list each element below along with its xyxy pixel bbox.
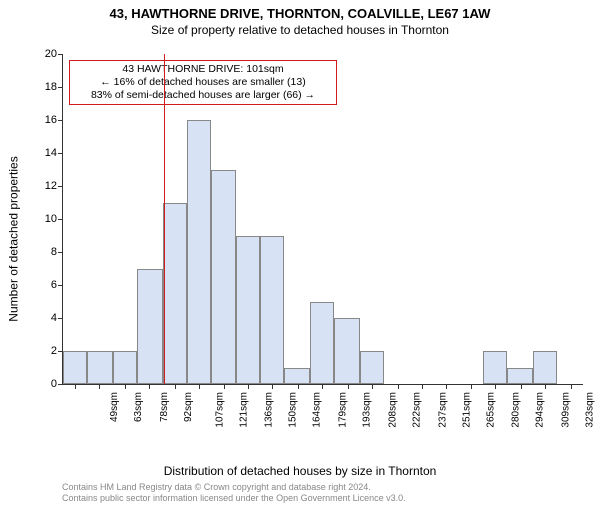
y-tick-label: 14: [27, 147, 57, 159]
y-tick-mark: [58, 252, 63, 253]
x-tick-mark: [372, 384, 373, 389]
x-tick-label: 150sqm: [288, 392, 299, 428]
histogram-bar: [483, 351, 507, 384]
x-tick-label: 208sqm: [387, 392, 398, 428]
x-tick-mark: [175, 384, 176, 389]
y-tick-label: 4: [27, 312, 57, 324]
x-tick-mark: [99, 384, 100, 389]
x-tick-label: 193sqm: [362, 392, 373, 428]
y-tick-mark: [58, 120, 63, 121]
x-tick-mark: [322, 384, 323, 389]
x-tick-label: 251sqm: [461, 392, 472, 428]
y-tick-mark: [58, 54, 63, 55]
credits-line1: Contains HM Land Registry data © Crown c…: [62, 482, 406, 493]
plot-area-wrapper: 43 HAWTHORNE DRIVE: 101sqm ← 16% of deta…: [62, 54, 582, 424]
x-tick-label: 121sqm: [238, 392, 249, 428]
y-tick-label: 16: [27, 114, 57, 126]
histogram-bar: [533, 351, 557, 384]
x-tick-label: 179sqm: [338, 392, 349, 428]
x-tick-mark: [446, 384, 447, 389]
x-tick-mark: [521, 384, 522, 389]
y-tick-label: 0: [27, 378, 57, 390]
x-tick-mark: [199, 384, 200, 389]
x-tick-mark: [248, 384, 249, 389]
histogram-bar: [187, 120, 211, 384]
credits: Contains HM Land Registry data © Crown c…: [62, 482, 406, 505]
histogram-bar: [284, 368, 310, 385]
histogram-bar: [260, 236, 284, 385]
x-tick-mark: [224, 384, 225, 389]
x-axis-label: Distribution of detached houses by size …: [0, 464, 600, 478]
y-tick-label: 6: [27, 279, 57, 291]
annotation-line2: ← 16% of detached houses are smaller (13…: [76, 76, 330, 89]
property-marker-line: [164, 54, 165, 384]
x-tick-label: 164sqm: [312, 392, 323, 428]
x-tick-mark: [272, 384, 273, 389]
credits-line2: Contains public sector information licen…: [62, 493, 406, 504]
y-axis-label: Number of detached properties: [6, 54, 22, 424]
histogram-bar: [310, 302, 334, 385]
chart-subtitle: Size of property relative to detached ho…: [0, 23, 600, 37]
x-tick-label: 265sqm: [485, 392, 496, 428]
y-tick-mark: [58, 153, 63, 154]
x-tick-mark: [75, 384, 76, 389]
x-tick-label: 78sqm: [159, 392, 170, 422]
x-tick-label: 237sqm: [437, 392, 448, 428]
histogram-bar: [211, 170, 237, 385]
x-tick-mark: [471, 384, 472, 389]
y-tick-label: 20: [27, 48, 57, 60]
annotation-box: 43 HAWTHORNE DRIVE: 101sqm ← 16% of deta…: [69, 60, 337, 105]
x-tick-mark: [125, 384, 126, 389]
x-tick-label: 280sqm: [511, 392, 522, 428]
annotation-line3: 83% of semi-detached houses are larger (…: [76, 89, 330, 102]
histogram-bar: [137, 269, 163, 385]
x-tick-label: 63sqm: [133, 392, 144, 422]
x-tick-label: 136sqm: [264, 392, 275, 428]
x-tick-label: 309sqm: [561, 392, 572, 428]
y-tick-mark: [58, 318, 63, 319]
histogram-bar: [360, 351, 384, 384]
histogram-bar: [87, 351, 113, 384]
x-tick-mark: [422, 384, 423, 389]
y-tick-label: 10: [27, 213, 57, 225]
histogram-bar: [236, 236, 260, 385]
x-tick-label: 92sqm: [183, 392, 194, 422]
x-tick-mark: [398, 384, 399, 389]
histogram-bar: [113, 351, 137, 384]
histogram-bar: [163, 203, 187, 385]
x-tick-mark: [149, 384, 150, 389]
y-tick-mark: [58, 219, 63, 220]
y-tick-mark: [58, 186, 63, 187]
histogram-bar: [334, 318, 360, 384]
x-tick-label: 294sqm: [535, 392, 546, 428]
x-tick-label: 107sqm: [214, 392, 225, 428]
chart-title: 43, HAWTHORNE DRIVE, THORNTON, COALVILLE…: [0, 6, 600, 21]
x-tick-label: 222sqm: [411, 392, 422, 428]
x-tick-label: 49sqm: [109, 392, 120, 422]
plot-area: 43 HAWTHORNE DRIVE: 101sqm ← 16% of deta…: [62, 54, 583, 385]
y-tick-label: 12: [27, 180, 57, 192]
y-tick-label: 8: [27, 246, 57, 258]
y-tick-label: 2: [27, 345, 57, 357]
histogram-bar: [63, 351, 87, 384]
chart-container: 43, HAWTHORNE DRIVE, THORNTON, COALVILLE…: [0, 6, 600, 506]
y-tick-label: 18: [27, 81, 57, 93]
histogram-bar: [507, 368, 533, 385]
x-tick-label: 323sqm: [585, 392, 596, 428]
y-tick-mark: [58, 285, 63, 286]
x-tick-mark: [348, 384, 349, 389]
y-tick-mark: [58, 384, 63, 385]
x-tick-mark: [571, 384, 572, 389]
y-tick-mark: [58, 87, 63, 88]
annotation-line1: 43 HAWTHORNE DRIVE: 101sqm: [76, 63, 330, 76]
x-tick-mark: [495, 384, 496, 389]
x-tick-mark: [298, 384, 299, 389]
x-tick-mark: [545, 384, 546, 389]
